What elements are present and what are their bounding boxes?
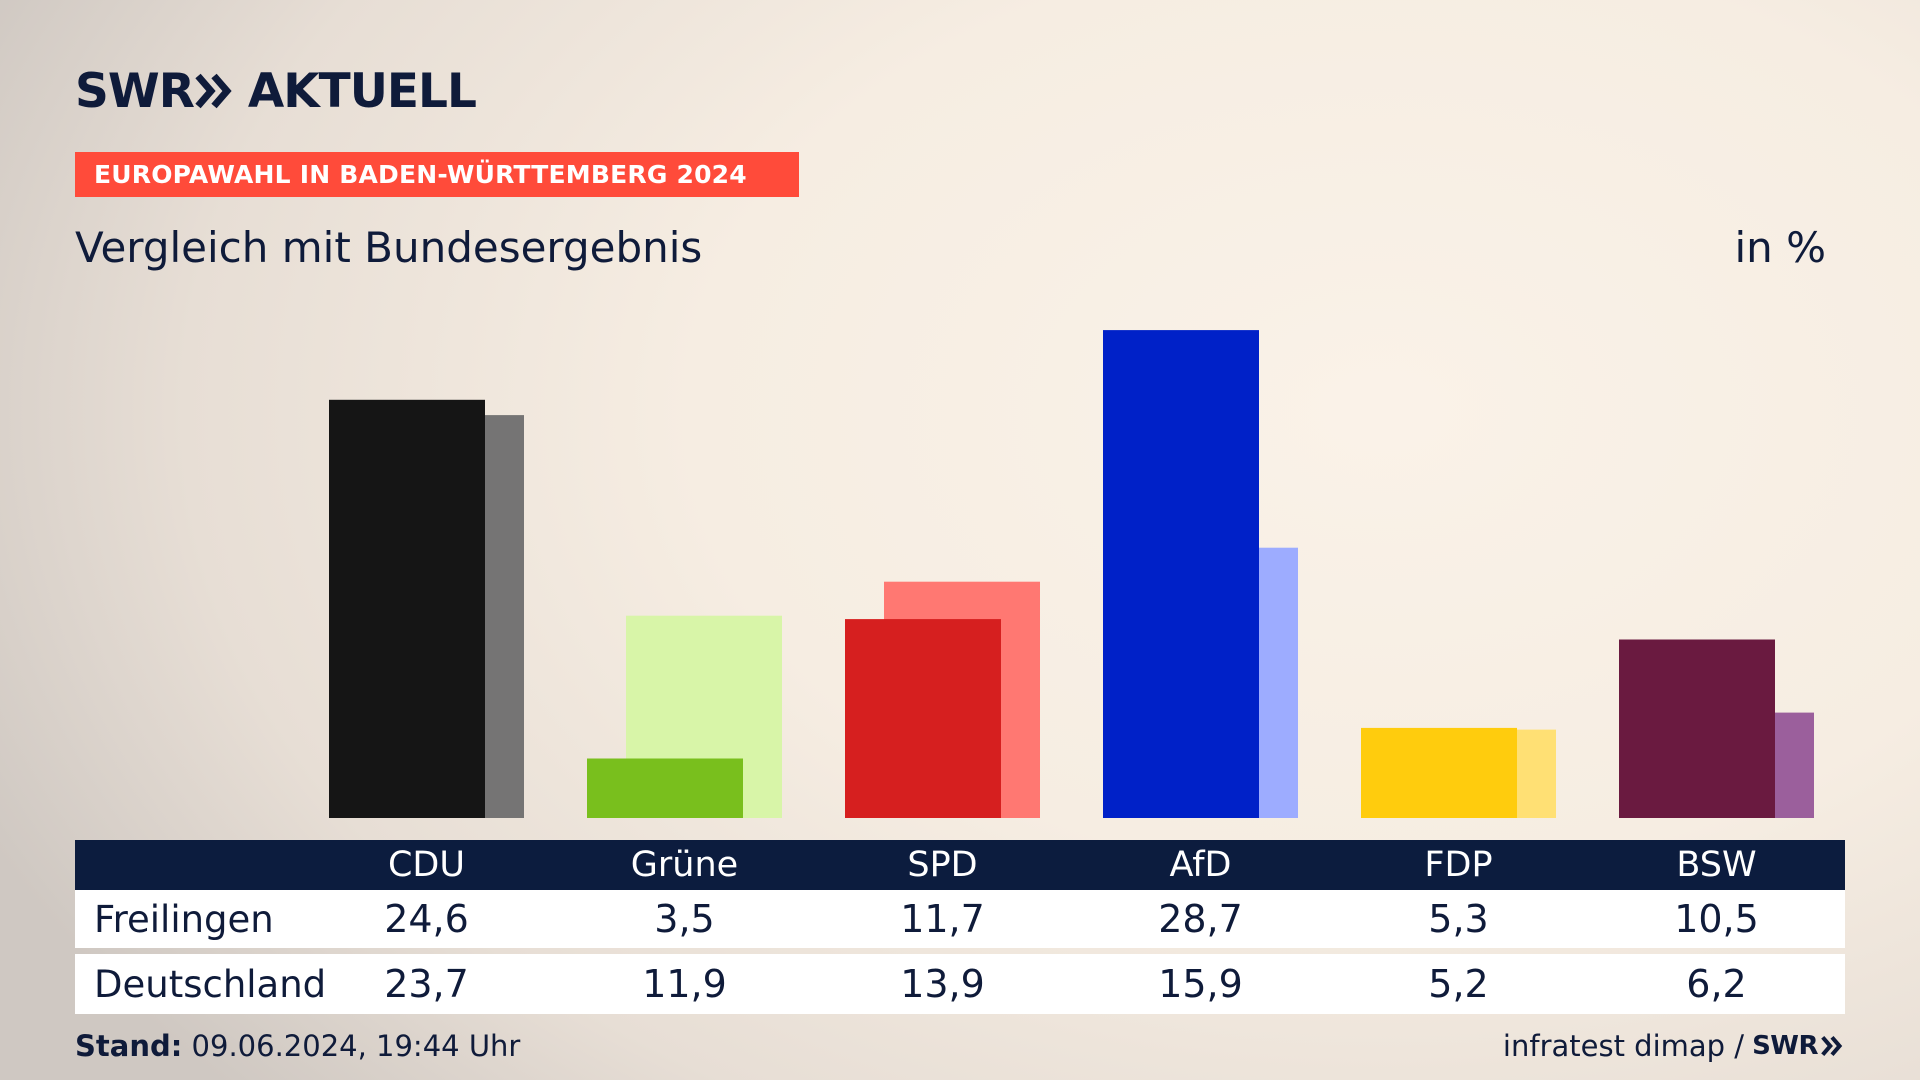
value-cell: 13,9 [900, 962, 985, 1006]
column-header-afd: AfD [1169, 845, 1232, 885]
value-cell: 15,9 [1158, 962, 1243, 1006]
source-credit: infratest dimap / SWR [1503, 1029, 1844, 1063]
stand-label: Stand: [75, 1029, 183, 1063]
bar-freilingen-cdu [329, 399, 485, 818]
column-header-spd: SPD [907, 845, 978, 885]
double-chevron-icon [1821, 1035, 1843, 1057]
value-cell: 5,3 [1428, 897, 1489, 941]
stand-value: 09.06.2024, 19:44 Uhr [191, 1029, 521, 1063]
double-chevron-icon [195, 73, 232, 109]
bar-freilingen-afd [1103, 330, 1259, 818]
results-table: CDU Grüne SPD AfD FDP BSW Freilingen 24,… [75, 840, 1845, 1014]
bar-freilingen-spd [845, 619, 1001, 818]
value-cell: 11,9 [642, 962, 727, 1006]
swr-mini-logo: SWR [1752, 1031, 1818, 1061]
value-cell: 24,6 [384, 897, 469, 941]
bar-freilingen-bsw [1619, 639, 1775, 818]
timestamp: Stand: 09.06.2024, 19:44 Uhr [75, 1029, 520, 1063]
election-banner: EUROPAWAHL IN BADEN-WÜRTTEMBERG 2024 [75, 152, 799, 197]
row-label: Deutschland [94, 962, 327, 1006]
bar-freilingen-grüne [587, 758, 743, 818]
column-header-cdu: CDU [387, 845, 465, 885]
table-row-freilingen: Freilingen 24,6 3,5 11,7 28,7 5,3 10,5 [75, 890, 1845, 948]
value-cell: 6,2 [1686, 962, 1747, 1006]
value-cell: 5,2 [1428, 962, 1489, 1006]
value-cell: 10,5 [1674, 897, 1759, 941]
source-text: infratest dimap / [1502, 1029, 1745, 1063]
row-label: Freilingen [94, 897, 274, 941]
table-header: CDU Grüne SPD AfD FDP BSW [75, 840, 1845, 890]
chart-subtitle: Vergleich mit Bundesergebnis [75, 223, 703, 272]
column-header-fdp: FDP [1424, 845, 1493, 885]
logo-aktuell-text: AKTUELL [247, 63, 477, 119]
value-cell: 11,7 [900, 897, 985, 941]
value-cell: 28,7 [1158, 897, 1243, 941]
value-cell: 23,7 [384, 962, 469, 1006]
column-header-gruene: Grüne [630, 845, 739, 885]
bar-freilingen-fdp [1361, 727, 1517, 818]
table-row-deutschland: Deutschland 23,7 11,9 13,9 15,9 5,2 6,2 [75, 954, 1845, 1014]
logo-swr-text: SWR [75, 63, 195, 119]
column-header-bsw: BSW [1676, 845, 1757, 885]
swr-aktuell-logo: SWR AKTUELL [75, 63, 477, 119]
value-cell: 3,5 [654, 897, 715, 941]
unit-label: in % [1734, 223, 1826, 272]
